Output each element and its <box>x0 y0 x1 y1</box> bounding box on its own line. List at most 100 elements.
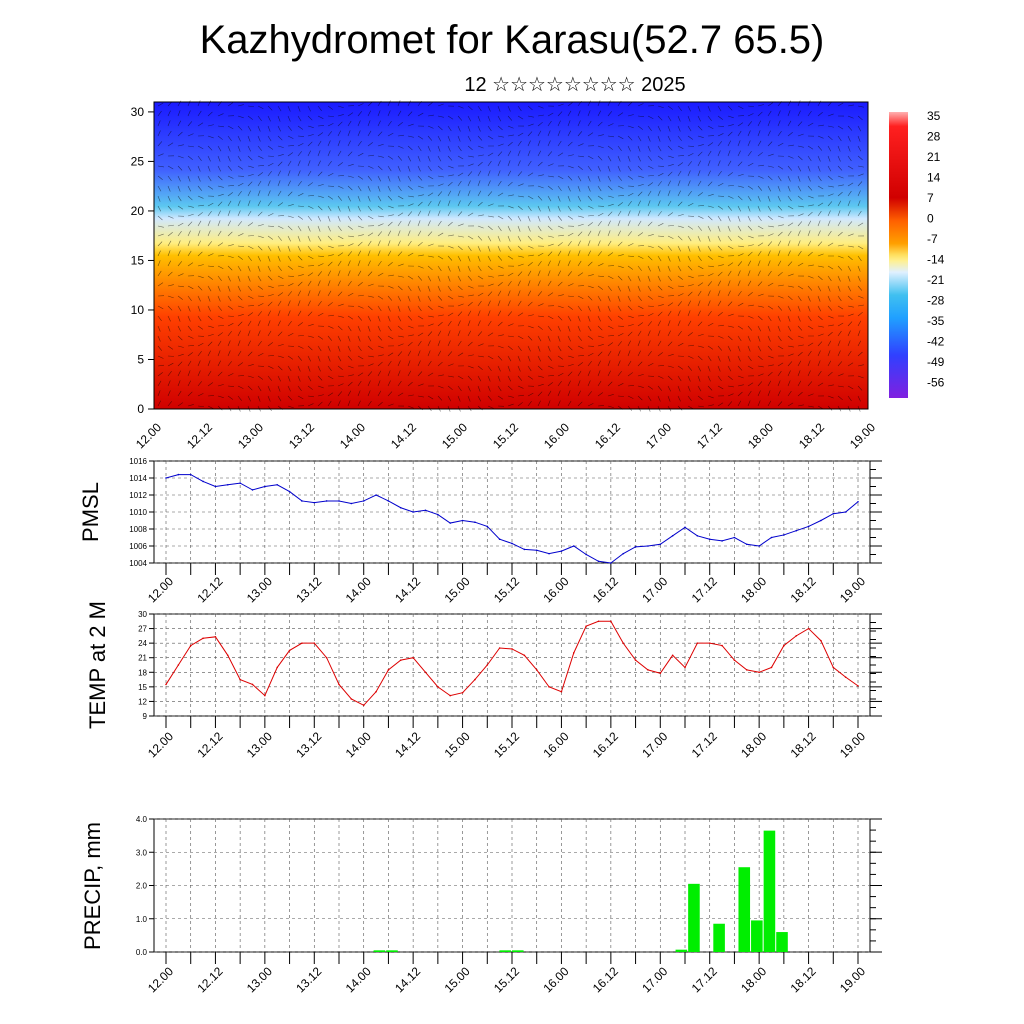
colorbar-label: -49 <box>927 355 945 369</box>
precipitation-bar <box>499 950 511 952</box>
temperature-point <box>659 672 662 675</box>
colorbar-label: -28 <box>927 294 945 308</box>
pmsl-xtick-label: 13.00 <box>244 574 275 605</box>
temperature-point <box>424 671 427 674</box>
pmsl-xtick-label: 12.12 <box>194 574 225 605</box>
pmsl-point <box>387 500 390 502</box>
pmsl-point <box>844 511 847 513</box>
heatmap-xtick-label: 13.12 <box>286 420 317 451</box>
temperature-point <box>548 686 550 688</box>
temperature-point <box>511 648 513 650</box>
heatmap-xtick-label: 19.00 <box>847 420 878 451</box>
colorbar-label: 35 <box>927 109 941 123</box>
pmsl-xtick-label: 17.12 <box>689 574 720 605</box>
heatmap-xtick-label: 15.00 <box>439 420 470 451</box>
temperature-point <box>758 671 760 674</box>
temperature-ylabel: TEMP at 2 M <box>85 601 110 729</box>
precipitation-xtick-label: 15.00 <box>442 964 473 995</box>
heatmap-xtick-label: 16.00 <box>541 420 572 451</box>
temperature-point <box>338 683 340 686</box>
temperature-ytick-label: 30 <box>138 610 147 619</box>
temperature-xtick-label: 19.00 <box>837 729 868 760</box>
temperature-xtick-label: 17.12 <box>689 729 720 760</box>
temperature-point <box>610 620 612 623</box>
pmsl-point <box>708 538 711 540</box>
heatmap-ytick-label: 20 <box>131 204 145 218</box>
temperature-point <box>375 690 377 693</box>
temperature-point <box>820 639 822 642</box>
temperature-point <box>177 664 180 666</box>
pmsl-point <box>783 534 785 536</box>
pmsl-point <box>288 490 291 493</box>
temperature-point <box>313 642 316 644</box>
pmsl-point <box>461 519 464 522</box>
pmsl-xtick-label: 12.00 <box>145 574 176 605</box>
precipitation-xtick-label: 13.12 <box>293 964 324 995</box>
pmsl-xtick-label: 18.00 <box>738 574 769 605</box>
pmsl-point <box>770 536 773 539</box>
pmsl-ytick-label: 1006 <box>129 542 147 551</box>
precipitation-bar <box>763 830 776 952</box>
colorbar-label: 14 <box>927 171 941 185</box>
pmsl-point <box>474 521 476 523</box>
pmsl-xtick-label: 13.12 <box>293 574 324 605</box>
temperature-xtick-label: 12.00 <box>145 729 176 760</box>
precipitation-bar <box>776 932 788 952</box>
precipitation-ylabel: PRECIP, mm <box>80 822 105 950</box>
temperature-point <box>301 642 303 644</box>
temperature-point <box>399 659 402 661</box>
pmsl-point <box>239 482 241 484</box>
colorbar-label: -14 <box>927 253 945 267</box>
heatmap-xtick-label: 16.12 <box>592 420 623 451</box>
temperature-ytick-label: 9 <box>143 712 148 721</box>
colorbar-label: -56 <box>927 376 945 390</box>
precipitation-bar <box>373 950 386 952</box>
temperature-point <box>783 644 785 647</box>
pmsl-ytick-label: 1010 <box>129 508 147 517</box>
temperature-point <box>597 620 600 623</box>
pmsl-ytick-label: 1014 <box>129 474 147 483</box>
temperature-ytick-label: 18 <box>138 668 147 677</box>
temperature-point <box>634 659 637 661</box>
chart-subtitle: 12 ☆☆☆☆☆☆☆☆ 2025 <box>464 74 686 96</box>
precipitation-xtick-label: 13.00 <box>244 964 275 995</box>
precipitation-bar <box>386 950 398 952</box>
temperature-point <box>264 694 266 697</box>
temperature-point <box>498 647 501 649</box>
precipitation-xtick-label: 16.00 <box>540 964 571 995</box>
precipitation-xtick-label: 16.12 <box>590 964 621 995</box>
precipitation-bar <box>512 950 524 952</box>
pmsl-point <box>560 550 563 552</box>
temperature-point <box>684 666 686 669</box>
precipitation-xtick-label: 18.12 <box>788 964 819 995</box>
temperature-xtick-label: 15.12 <box>491 729 522 760</box>
colorbar-label: -35 <box>927 314 945 328</box>
pmsl-point <box>486 525 489 528</box>
heatmap-frame <box>153 101 869 410</box>
heatmap-xtick-label: 18.12 <box>796 420 827 451</box>
temperature-point <box>474 678 476 681</box>
temperature-point <box>387 669 390 671</box>
temperature-point <box>572 652 575 654</box>
temperature-point <box>523 654 526 657</box>
temperature-xtick-label: 14.00 <box>343 729 374 760</box>
precipitation-xtick-label: 15.12 <box>491 964 522 995</box>
temperature-point <box>671 654 674 657</box>
heatmap-ytick-label: 5 <box>137 352 144 366</box>
pmsl-xtick-label: 14.00 <box>343 574 374 605</box>
precipitation-bar <box>688 883 700 952</box>
heatmap-xtick-label: 14.00 <box>337 420 368 451</box>
pmsl-point <box>523 548 526 551</box>
precipitation-ytick-label: 4.0 <box>136 815 148 824</box>
pmsl-point <box>585 553 587 556</box>
temperature-point <box>251 683 254 686</box>
pmsl-point <box>857 501 859 503</box>
temperature-xtick-label: 16.00 <box>540 729 571 760</box>
pmsl-point <box>807 525 810 528</box>
temperature-ytick-label: 27 <box>138 625 147 634</box>
colorbar <box>889 112 908 398</box>
temperature-point <box>647 669 649 671</box>
temperature-point <box>696 642 699 644</box>
temperature-point <box>733 659 736 661</box>
precipitation-xtick-label: 12.00 <box>145 964 176 995</box>
